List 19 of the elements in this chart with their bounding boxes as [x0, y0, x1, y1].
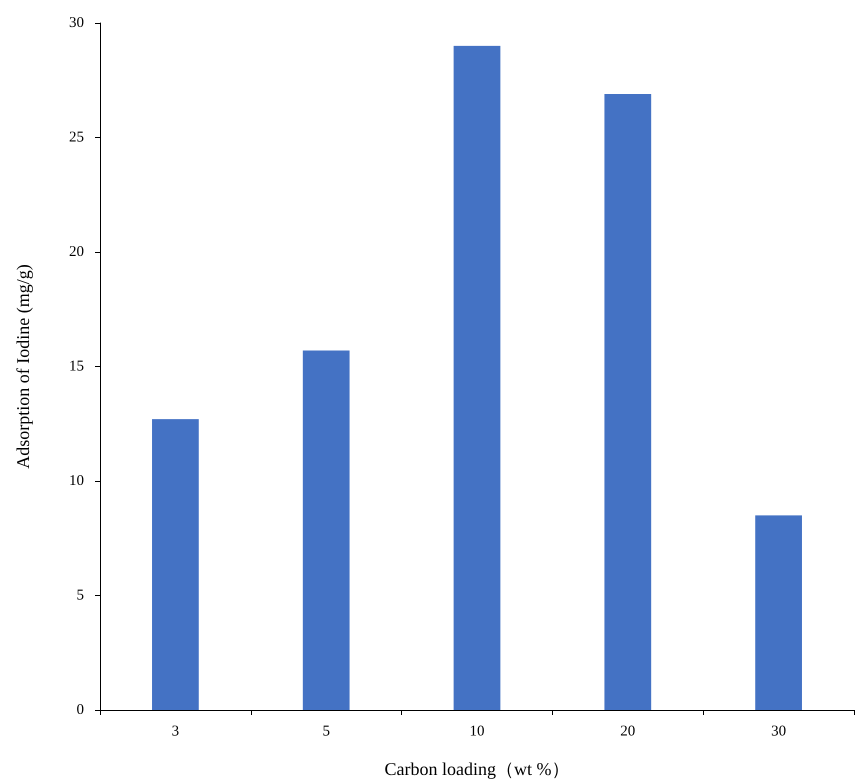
bar [454, 46, 500, 710]
x-tick-label: 3 [172, 724, 180, 740]
bar [152, 419, 199, 710]
x-tick-label: 30 [771, 724, 786, 740]
bar [604, 94, 652, 710]
y-tick-label: 20 [69, 244, 84, 260]
x-tick-label: 10 [470, 724, 484, 740]
bar [755, 515, 802, 710]
x-axis-title: Carbon loading（wt %） [384, 759, 570, 779]
x-tick-label: 20 [620, 724, 636, 740]
y-axis-title: Adsorption of Iodine (mg/g) [13, 264, 33, 469]
y-tick-label: 5 [76, 588, 84, 604]
x-tick-label: 5 [322, 724, 330, 740]
bar [302, 350, 350, 710]
y-tick-label: 10 [69, 473, 84, 489]
y-tick-label: 0 [76, 702, 84, 718]
y-tick-label: 25 [69, 130, 84, 146]
y-tick-label: 30 [69, 15, 84, 31]
y-tick-label: 15 [69, 358, 84, 374]
